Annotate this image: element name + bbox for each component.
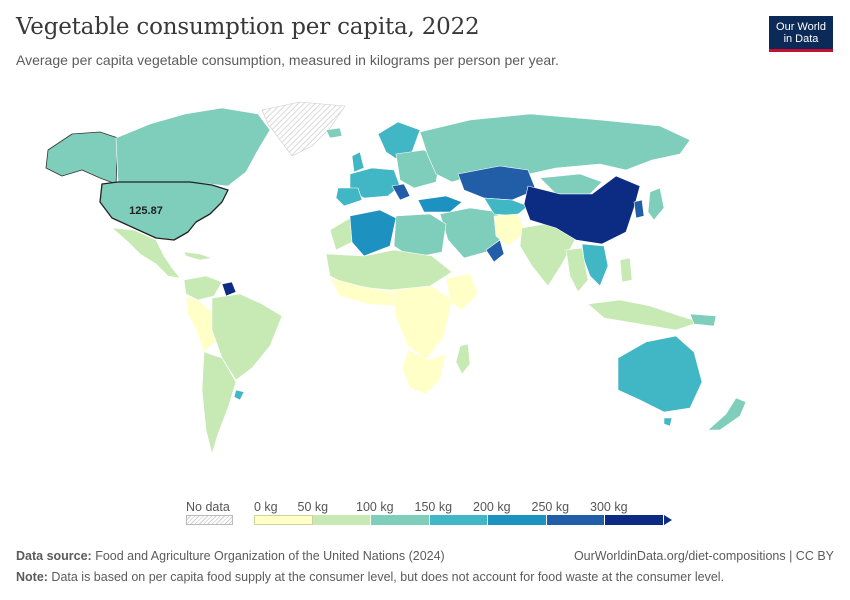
region-central-asia[interactable] — [483, 197, 529, 217]
note-label: Note: — [16, 570, 48, 584]
region-uruguay[interactable] — [233, 389, 245, 401]
region-tasmania[interactable] — [663, 417, 673, 427]
region-alaska[interactable] — [45, 131, 119, 185]
region-australia[interactable] — [617, 335, 703, 413]
region-afghanistan-pakistan[interactable] — [493, 213, 527, 247]
legend-arrow-icon — [663, 515, 672, 525]
region-north-africa-east[interactable] — [393, 213, 447, 259]
world-map[interactable]: 125.87 — [0, 90, 850, 490]
region-new-zealand[interactable] — [707, 397, 747, 431]
region-morocco[interactable] — [329, 217, 353, 251]
legend-bin[interactable] — [312, 515, 371, 525]
region-eastern-europe[interactable] — [395, 149, 441, 189]
region-cuba-caribbean[interactable] — [183, 251, 213, 261]
region-brazil[interactable] — [211, 293, 283, 381]
legend-bin[interactable] — [546, 515, 605, 525]
logo-line-1: Our World — [776, 20, 826, 33]
source-text: Food and Agriculture Organization of the… — [91, 549, 445, 563]
legend-no-data-swatch[interactable] — [186, 515, 233, 525]
owid-logo[interactable]: Our World in Data — [769, 16, 833, 52]
region-mexico[interactable] — [111, 227, 181, 279]
source-line: Data source: Food and Agriculture Organi… — [16, 549, 445, 563]
legend-bin-label: 50 kg — [297, 500, 329, 514]
region-usa[interactable] — [99, 181, 229, 241]
region-southern-africa[interactable] — [401, 349, 447, 395]
region-balkans[interactable] — [391, 183, 411, 201]
region-indonesia[interactable] — [587, 299, 701, 331]
region-png[interactable] — [689, 313, 717, 327]
region-guyana-suriname[interactable] — [221, 281, 237, 297]
region-iberia[interactable] — [335, 187, 363, 207]
map-legend: No data 0 kg 50 kg 100 kg 150 kg 200 kg 250 k… — [0, 496, 850, 532]
chart-subtitle: Average per capita vegetable consumption… — [16, 52, 559, 68]
region-madagascar[interactable] — [455, 343, 471, 375]
region-uk[interactable] — [351, 151, 365, 173]
legend-bin-label: 150 kg — [414, 500, 453, 514]
legend-bin[interactable] — [254, 515, 313, 525]
region-japan[interactable] — [647, 187, 665, 221]
region-colombia-venezuela[interactable] — [183, 275, 223, 301]
region-china[interactable] — [523, 175, 641, 245]
region-canada[interactable] — [115, 107, 271, 187]
region-algeria-north[interactable] — [349, 209, 397, 257]
region-philippines[interactable] — [619, 257, 633, 283]
legend-bin-label: 100 kg — [356, 500, 394, 514]
region-russia[interactable] — [419, 113, 691, 183]
legend-bin[interactable] — [429, 515, 488, 525]
region-oman[interactable] — [485, 239, 505, 263]
region-thailand-myanmar[interactable] — [565, 247, 589, 293]
legend-bin-label: 250 kg — [531, 500, 570, 514]
legend-bin[interactable] — [488, 515, 547, 525]
legend-no-data-label: No data — [186, 500, 230, 514]
legend-bin-label: 200 kg — [473, 500, 511, 514]
note-text: Data is based on per capita food supply … — [47, 570, 725, 584]
region-korea[interactable] — [633, 199, 645, 219]
region-central-africa[interactable] — [391, 285, 453, 361]
region-turkey[interactable] — [417, 195, 463, 213]
logo-line-2: in Data — [783, 32, 819, 45]
note-line: Note: Data is based on per capita food s… — [16, 570, 724, 584]
region-iceland[interactable] — [325, 127, 343, 139]
legend-bin-label: 0 kg — [254, 500, 278, 514]
chart-title: Vegetable consumption per capita, 2022 — [16, 14, 480, 40]
legend-bins — [254, 515, 664, 525]
legend-bin[interactable] — [605, 515, 664, 525]
legend-bin-label: 300 kg — [590, 500, 628, 514]
source-label: Data source: — [16, 549, 92, 563]
region-greenland[interactable] — [261, 101, 346, 157]
region-mongolia[interactable] — [539, 173, 603, 195]
region-peru-bolivia[interactable] — [185, 295, 219, 353]
source-url-link[interactable]: OurWorldinData.org/diet-compositions | C… — [573, 549, 834, 563]
region-kazakhstan[interactable] — [457, 165, 537, 201]
usa-value-label: 125.87 — [129, 205, 163, 217]
region-east-africa[interactable] — [445, 273, 479, 311]
region-chile-argentina[interactable] — [201, 351, 237, 455]
legend-bin[interactable] — [371, 515, 430, 525]
